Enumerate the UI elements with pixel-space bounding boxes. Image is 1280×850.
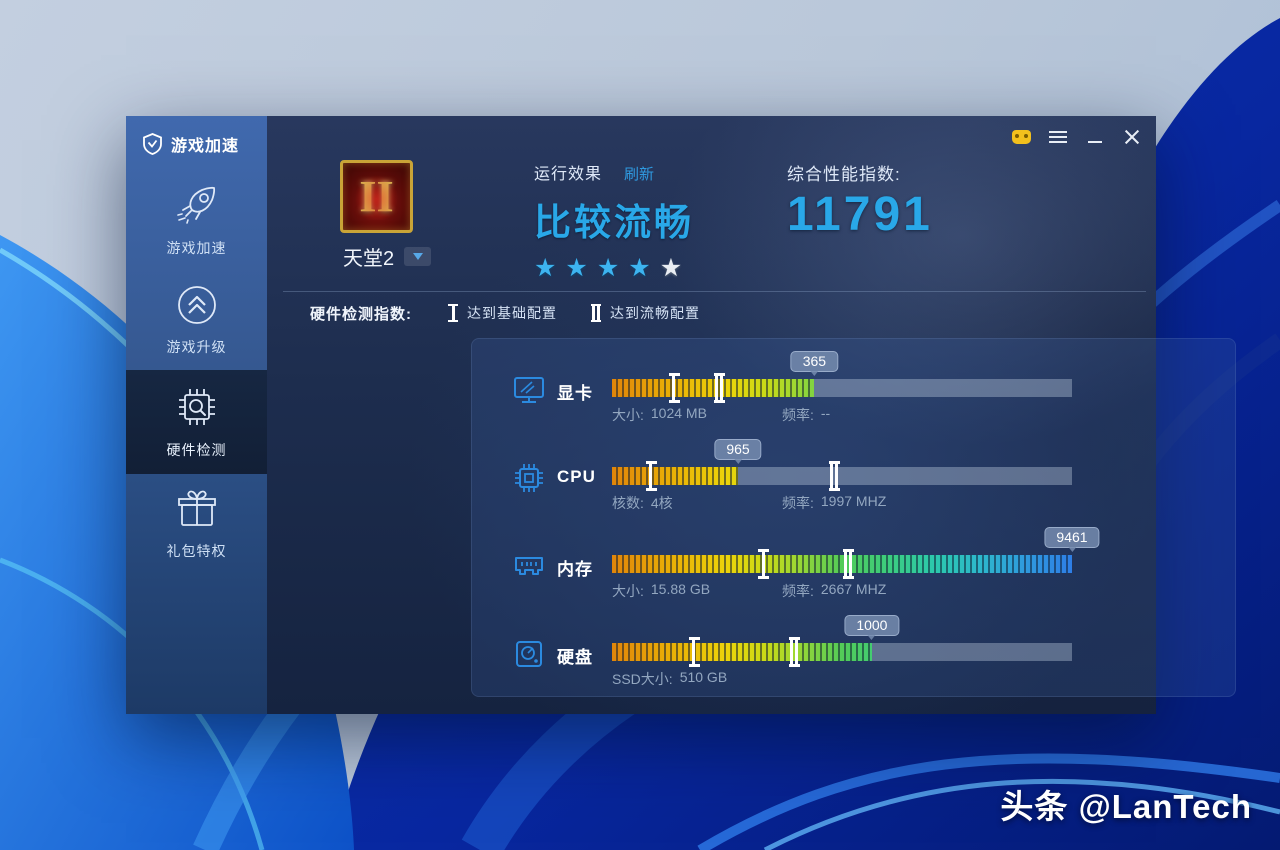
disk-bar: [612, 637, 1072, 667]
gift-icon: [177, 490, 216, 526]
game-selector: 天堂2: [343, 242, 432, 271]
cpu-icon: [515, 464, 543, 492]
gpu-details: 大小: 1024 MB 频率: --: [612, 405, 831, 423]
sidebar-item-label: 礼包特权: [166, 543, 227, 559]
run-effect-block: 运行效果 刷新 比较流畅 ★ ★ ★ ★ ★: [534, 160, 694, 282]
smooth-marker-icon: [789, 637, 801, 667]
gpu-bar-fill: [612, 379, 815, 397]
double-marker-icon: [591, 304, 601, 322]
star-icon: ★: [565, 254, 588, 282]
legend-smooth-config: 达到流畅配置: [591, 303, 700, 323]
game-logo: II: [340, 160, 413, 233]
app-window: 游戏加速 游戏加速 游戏升级: [126, 116, 1236, 714]
chip-search-icon: [178, 389, 215, 425]
memory-bar-fill: [612, 555, 1072, 573]
base-marker-icon: [668, 373, 680, 403]
legend-base-config: 达到基础配置: [448, 303, 557, 323]
hardware-label: 内存: [557, 560, 593, 579]
hardware-legend: 硬件检测指数: 达到基础配置 达到流畅配置: [310, 302, 700, 324]
gamepad-icon[interactable]: [1011, 128, 1031, 146]
cpu-score-badge: 965: [714, 439, 762, 464]
chevron-down-icon: [412, 253, 423, 260]
disk-icon: [516, 641, 542, 667]
cpu-bar: [612, 461, 1072, 491]
main-panel: II 天堂2 运行效果 刷新 比较流畅 ★ ★ ★ ★ ★ 综合性能指数: 11791: [267, 116, 1236, 714]
cpu-details: 核数: 4核 频率: 1997 MHZ: [612, 493, 887, 511]
rocket-icon: [176, 186, 215, 224]
star-icon: ★: [628, 254, 651, 282]
sidebar-item-gift-pack[interactable]: 礼包特权: [126, 474, 267, 574]
menu-icon[interactable]: [1048, 128, 1068, 146]
star-icon: ★: [596, 254, 620, 282]
star-icon: ★: [659, 254, 683, 282]
disk-bar-fill: [612, 643, 872, 661]
memory-icon: [515, 557, 543, 575]
upgrade-icon: [177, 286, 216, 324]
single-marker-icon: [448, 304, 458, 322]
app-title: 游戏加速: [171, 138, 240, 155]
game-name: 天堂2: [343, 248, 395, 270]
game-dropdown-button[interactable]: [404, 247, 432, 266]
gpu-icon: [514, 377, 544, 403]
sidebar-item-game-boost[interactable]: 游戏加速: [126, 170, 267, 270]
gpu-score-badge: 365: [790, 351, 839, 376]
hardware-label: 显卡: [557, 384, 593, 403]
run-effect-label: 运行效果: [534, 166, 603, 183]
titlebar-controls: [1011, 128, 1142, 146]
score-label: 综合性能指数:: [787, 165, 901, 184]
hardware-label: CPU: [557, 467, 596, 486]
disk-details: SSD大小: 510 GB: [612, 669, 728, 687]
smooth-marker-icon: [828, 461, 840, 491]
legend-base-label: 达到基础配置: [467, 305, 557, 321]
star-rating: ★ ★ ★ ★ ★: [534, 254, 694, 282]
header-divider: [283, 291, 1146, 292]
base-marker-icon: [688, 637, 700, 667]
hardware-row-disk: 硬盘 1000 SSD大小: 510 GB: [472, 615, 1235, 703]
sidebar-item-game-upgrade[interactable]: 游戏升级: [126, 270, 267, 370]
sidebar-item-label: 游戏升级: [166, 339, 227, 355]
hardware-row-memory: 内存 9461 大小: 15.88 GB 频率: 2667 MHZ: [472, 527, 1235, 615]
app-logo: 游戏加速: [126, 116, 267, 156]
sidebar: 游戏加速 游戏加速 游戏升级: [126, 116, 267, 714]
refresh-link[interactable]: 刷新: [624, 166, 655, 183]
memory-bar: [612, 549, 1072, 579]
effect-value: 比较流畅: [534, 202, 694, 243]
gpu-bar: [612, 373, 1072, 403]
sidebar-nav: 游戏加速 游戏升级 硬件检测: [126, 170, 267, 574]
close-icon[interactable]: [1122, 128, 1142, 146]
hardware-row-cpu: CPU 965 核数: 4核 频率: 1997 MHZ: [472, 439, 1235, 527]
memory-details: 大小: 15.88 GB 频率: 2667 MHZ: [612, 581, 887, 599]
memory-score-badge: 9461: [1044, 527, 1100, 552]
cpu-bar-fill: [612, 467, 739, 485]
base-marker-icon: [645, 461, 657, 491]
minimize-icon[interactable]: [1085, 128, 1105, 146]
hardware-panel: 显卡 365 大小: 1024 MB 频率: --: [471, 338, 1236, 697]
shield-check-icon: [143, 133, 162, 155]
score-block: 综合性能指数: 11791: [787, 160, 933, 242]
sidebar-item-hardware-check[interactable]: 硬件检测: [126, 370, 267, 474]
smooth-marker-icon: [842, 549, 854, 579]
game-logo-wings: [353, 173, 400, 220]
legend-smooth-label: 达到流畅配置: [610, 305, 700, 321]
sidebar-item-label: 游戏加速: [166, 240, 227, 256]
watermark: 头条 @LanTech: [1000, 788, 1252, 825]
smooth-marker-icon: [714, 373, 726, 403]
legend-title: 硬件检测指数:: [310, 305, 412, 323]
disk-score-badge: 1000: [844, 615, 900, 640]
star-icon: ★: [534, 254, 557, 282]
hardware-label: 硬盘: [557, 648, 593, 667]
sidebar-item-label: 硬件检测: [166, 442, 227, 458]
hardware-row-gpu: 显卡 365 大小: 1024 MB 频率: --: [472, 351, 1235, 439]
score-value: 11791: [787, 188, 933, 241]
base-marker-icon: [758, 549, 770, 579]
